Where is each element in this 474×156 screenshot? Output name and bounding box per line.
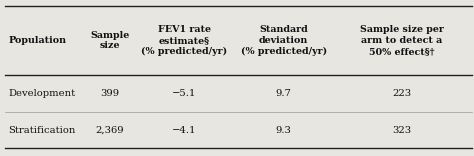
Text: Sample
size: Sample size: [90, 31, 129, 50]
Text: Sample size per
arm to detect a
50% effect§†: Sample size per arm to detect a 50% effe…: [360, 25, 444, 56]
Text: Standard
deviation
(% predicted/yr): Standard deviation (% predicted/yr): [241, 25, 327, 56]
Text: Population: Population: [9, 36, 66, 45]
Text: 323: 323: [392, 126, 411, 135]
Text: Development: Development: [9, 89, 76, 98]
Text: 9.7: 9.7: [276, 89, 292, 98]
Text: 9.3: 9.3: [276, 126, 292, 135]
Text: FEV1 rate
estimate§
(% predicted/yr): FEV1 rate estimate§ (% predicted/yr): [141, 25, 228, 56]
Text: −4.1: −4.1: [172, 126, 197, 135]
Text: Stratification: Stratification: [9, 126, 76, 135]
Text: 399: 399: [100, 89, 119, 98]
Text: 223: 223: [392, 89, 411, 98]
Text: −5.1: −5.1: [173, 89, 197, 98]
Text: 2,369: 2,369: [95, 126, 124, 135]
